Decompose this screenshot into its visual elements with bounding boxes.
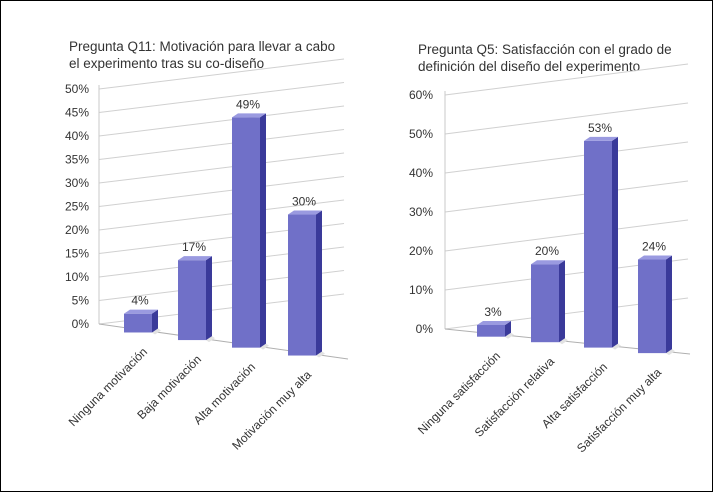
value-label: 17%	[182, 240, 206, 254]
value-label: 24%	[642, 240, 666, 254]
gridline	[444, 141, 689, 174]
bar-top	[638, 255, 672, 260]
y-tick-label: 0%	[72, 317, 90, 331]
bar-side	[152, 309, 158, 333]
gridline	[98, 129, 345, 160]
y-tick-label: 30%	[65, 176, 89, 190]
gridline	[98, 199, 345, 231]
chart-q11: Pregunta Q11: Motivación para llevar a c…	[65, 39, 349, 453]
gridline	[98, 176, 345, 207]
bar-top	[232, 113, 266, 118]
gridline	[444, 180, 689, 213]
y-tick-label: 30%	[409, 205, 433, 219]
value-label: 3%	[484, 305, 502, 319]
bar-top	[477, 320, 511, 325]
chart-title-line-1: Pregunta Q11: Motivación para llevar a c…	[69, 39, 335, 54]
y-tick-label: 10%	[409, 283, 433, 297]
y-tick-label: 0%	[416, 322, 434, 336]
y-tick-label: 60%	[409, 88, 433, 102]
bar-side	[206, 256, 212, 341]
bar-side	[260, 113, 266, 348]
bar-top	[124, 309, 158, 314]
bar-side	[612, 136, 618, 348]
gridline	[98, 152, 345, 184]
bar-shadow	[316, 351, 325, 358]
bar	[584, 140, 612, 348]
y-tick-label: 20%	[409, 244, 433, 258]
bar-side	[316, 210, 322, 356]
gridline	[444, 63, 689, 96]
chart-q5: Pregunta Q5: Satisfacción con el grado d…	[409, 42, 691, 455]
gridline	[98, 58, 345, 90]
bar	[124, 313, 152, 333]
y-tick-label: 45%	[65, 106, 89, 120]
bar-top	[288, 210, 322, 215]
bar-shadow	[152, 328, 161, 335]
bar-shadow	[559, 338, 568, 345]
value-label: 30%	[292, 195, 316, 209]
y-tick-label: 40%	[409, 166, 433, 180]
y-tick-label: 10%	[65, 270, 89, 284]
chart-title-line-2: definición del diseño del experimento	[418, 59, 640, 74]
bar	[178, 260, 206, 341]
category-label: Alta motivación	[191, 360, 258, 427]
y-tick-label: 50%	[65, 82, 89, 96]
chart-title-line-1: Pregunta Q5: Satisfacción con el grado d…	[418, 42, 672, 57]
bar	[232, 117, 260, 348]
bar-top	[584, 136, 618, 141]
bar-side	[559, 260, 565, 343]
y-tick-label: 50%	[409, 127, 433, 141]
bar-shadow	[206, 336, 215, 343]
value-label: 53%	[588, 121, 612, 135]
gridline	[444, 102, 689, 135]
y-tick-label: 5%	[72, 294, 90, 308]
chart-title-line-2: el experimento tras su co-diseño	[69, 56, 264, 71]
bar	[477, 324, 505, 337]
bar-shadow	[260, 343, 269, 350]
gridline	[444, 219, 689, 252]
bar-shadow	[505, 332, 514, 339]
bar-side	[666, 255, 672, 354]
bar-top	[178, 256, 212, 261]
y-tick-label: 20%	[65, 223, 89, 237]
bar-shadow	[666, 349, 675, 356]
category-label: Baja motivación	[134, 352, 204, 422]
gridline	[98, 82, 345, 113]
bar-shadow	[612, 343, 621, 350]
bar	[288, 214, 316, 356]
y-tick-label: 40%	[65, 129, 89, 143]
value-label: 49%	[236, 97, 260, 111]
y-tick-label: 25%	[65, 200, 89, 214]
bar-side	[505, 320, 511, 337]
bar-top	[531, 260, 565, 265]
gridline	[98, 105, 345, 137]
value-label: 4%	[131, 294, 149, 308]
value-label: 20%	[535, 244, 559, 258]
y-tick-label: 35%	[65, 153, 89, 167]
bar	[531, 264, 559, 343]
bar	[638, 259, 666, 354]
y-tick-label: 15%	[65, 247, 89, 261]
